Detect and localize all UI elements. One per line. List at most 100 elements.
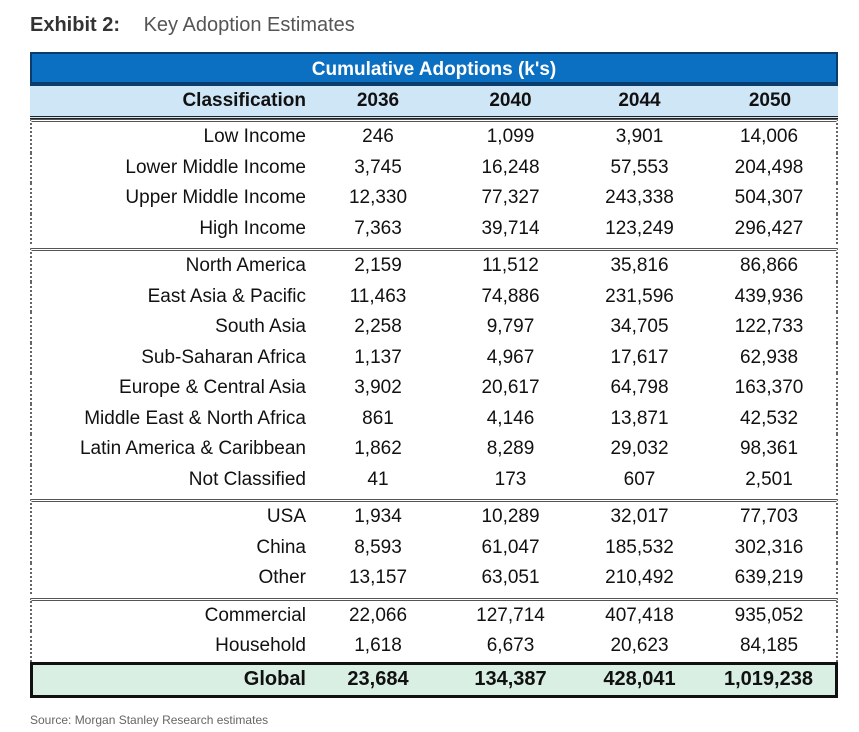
value-cell: 639,219 — [702, 563, 838, 594]
value-cell: 64,798 — [610, 377, 669, 399]
exhibit-caption: Key Adoption Estimates — [143, 14, 355, 36]
table-row: North America 2,159 11,512 35,816 86,866 — [30, 248, 838, 282]
header-year: 2040 — [444, 84, 577, 119]
value-cell: 63,051 — [481, 567, 540, 589]
value-cell: 11,463 — [349, 285, 407, 307]
row-label: Latin America & Caribbean — [30, 434, 312, 465]
row-label: Lower Middle Income — [30, 152, 312, 183]
value-cell: 84,185 — [702, 631, 838, 662]
value-cell: 8,289 — [486, 438, 535, 460]
value-cell: 2,501 — [702, 464, 838, 495]
value-cell: 62,938 — [702, 342, 838, 373]
row-label: East Asia & Pacific — [30, 281, 312, 312]
row-label: Sub-Saharan Africa — [30, 342, 312, 373]
value-cell: 22,066 — [312, 597, 444, 632]
row-label: North America — [30, 248, 312, 282]
value-cell: 86,866 — [702, 248, 838, 282]
table-row: Household 1,618 6,673 20,623 84,185 — [30, 631, 838, 662]
header-year: 2044 — [577, 84, 702, 119]
value-cell: 6,673 — [486, 635, 535, 657]
value-cell: 302,316 — [702, 532, 838, 563]
value-cell: 98,361 — [702, 434, 838, 465]
value-cell: 127,714 — [444, 597, 577, 632]
value-cell: 607 — [623, 468, 656, 490]
table-row: Latin America & Caribbean 1,862 8,289 29,03… — [30, 434, 838, 465]
group-spacer — [30, 244, 838, 248]
value-cell: 4,146 — [486, 407, 535, 429]
value-cell: 296,427 — [702, 213, 838, 244]
total-cell: 1,019,238 — [702, 661, 838, 698]
row-label: Middle East & North Africa — [30, 403, 312, 434]
group-spacer — [30, 495, 838, 499]
total-cell: 134,387 — [444, 661, 577, 698]
value-cell: 1,934 — [312, 499, 444, 533]
table-body: Low Income 246 1,099 3,901 14,006 Lower Middl… — [30, 119, 838, 662]
value-cell: 35,816 — [577, 248, 702, 282]
source-note: Source: Morgan Stanley Research estimate… — [30, 713, 269, 727]
value-cell: 504,307 — [702, 183, 838, 214]
value-cell: 11,512 — [444, 248, 577, 282]
value-cell: 163,370 — [702, 373, 838, 404]
value-cell: 9,797 — [486, 316, 535, 338]
value-cell: 3,901 — [577, 119, 702, 153]
value-cell: 231,596 — [605, 285, 674, 307]
row-label: USA — [30, 499, 312, 533]
value-cell: 13,871 — [610, 407, 669, 429]
header-year: 2050 — [702, 84, 838, 119]
row-label: Upper Middle Income — [30, 183, 312, 214]
value-cell: 439,936 — [702, 281, 838, 312]
spacer-cell — [30, 495, 838, 499]
table-banner: Cumulative Adoptions (k's) — [30, 52, 838, 84]
table-row: Low Income 246 1,099 3,901 14,006 — [30, 119, 838, 153]
value-cell: 39,714 — [481, 217, 540, 239]
header-classification: Classification — [30, 84, 312, 119]
value-cell: 243,338 — [605, 187, 674, 209]
row-label: High Income — [30, 213, 312, 244]
spacer-cell — [30, 593, 838, 598]
row-label: Low Income — [30, 119, 312, 153]
row-label: Household — [30, 631, 312, 662]
table-row: Other 13,157 63,051 210,492 639,219 — [30, 563, 838, 594]
spacer-cell — [30, 244, 838, 248]
value-cell: 935,052 — [702, 597, 838, 631]
row-label: South Asia — [30, 312, 312, 343]
table-row: Middle East & North Africa 861 4,146 13,871… — [30, 403, 838, 434]
value-cell: 77,327 — [481, 187, 540, 209]
table-row: Sub-Saharan Africa 1,137 4,967 17,617 62,938 — [30, 342, 838, 373]
table-row: China 8,593 61,047 185,532 302,316 — [30, 532, 838, 563]
value-cell: 122,733 — [702, 312, 838, 343]
value-cell: 8,593 — [354, 536, 402, 558]
value-cell: 123,249 — [605, 217, 674, 239]
value-cell: 407,418 — [577, 597, 702, 632]
value-cell: 204,498 — [702, 152, 838, 183]
header-row: Classification 2036 2040 2044 2050 — [30, 84, 838, 119]
value-cell: 20,617 — [481, 377, 540, 399]
value-cell: 77,703 — [702, 499, 838, 533]
exhibit-label: Exhibit 2: — [30, 14, 121, 36]
value-cell: 20,623 — [610, 635, 669, 657]
value-cell: 14,006 — [702, 119, 838, 153]
table-row: High Income 7,363 39,714 123,249 296,427 — [30, 213, 838, 244]
value-cell: 1,099 — [444, 119, 577, 153]
value-cell: 185,532 — [605, 536, 674, 558]
table-row: USA 1,934 10,289 32,017 77,703 — [30, 499, 838, 533]
value-cell: 173 — [494, 468, 527, 490]
value-cell: 861 — [362, 407, 394, 429]
value-cell: 246 — [312, 119, 444, 153]
value-cell: 29,032 — [610, 438, 669, 460]
value-cell: 74,886 — [481, 285, 540, 307]
value-cell: 3,745 — [354, 156, 402, 178]
row-label: Not Classified — [30, 464, 312, 495]
table-row: Europe & Central Asia 3,902 20,617 64,798 16… — [30, 373, 838, 404]
row-label: China — [30, 532, 312, 563]
value-cell: 2,258 — [354, 316, 402, 338]
total-cell: 428,041 — [577, 661, 702, 698]
value-cell: 61,047 — [481, 536, 540, 558]
value-cell: 41 — [367, 468, 389, 490]
table-row: Upper Middle Income 12,330 77,327 243,338 50… — [30, 183, 838, 214]
value-cell: 10,289 — [444, 499, 577, 533]
value-cell: 16,248 — [481, 156, 540, 178]
row-label: Commercial — [30, 597, 312, 631]
value-cell: 34,705 — [610, 316, 669, 338]
exhibit-title: Exhibit 2: Key Adoption Estimates — [30, 14, 355, 37]
